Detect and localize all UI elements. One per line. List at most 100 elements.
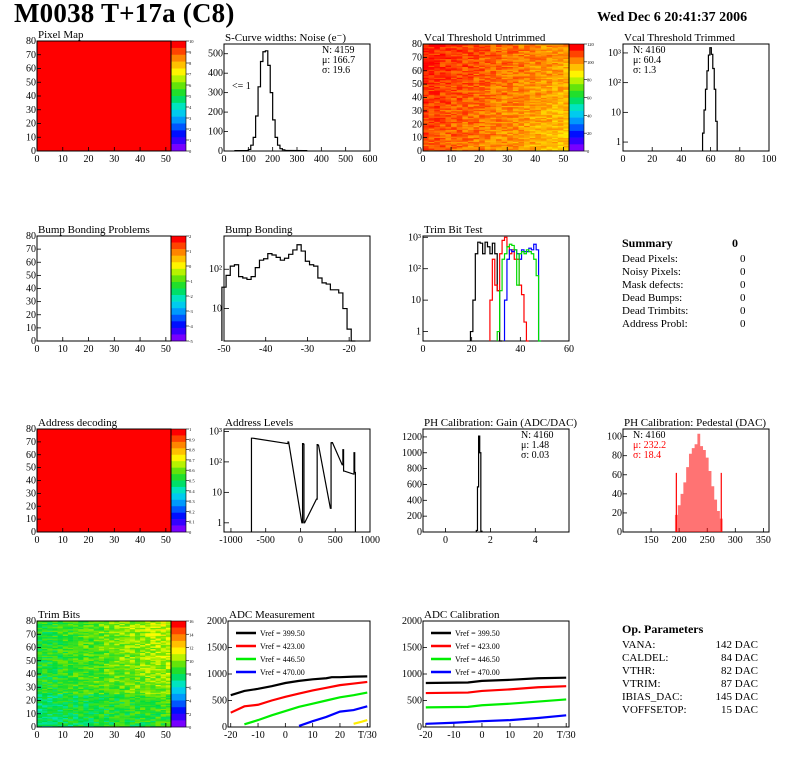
heatmap-cell [57, 648, 64, 651]
heatmap-cell [563, 140, 570, 142]
heatmap-cell [524, 137, 530, 140]
heatmap-cell [507, 70, 514, 73]
heatmap-cell [484, 114, 491, 117]
heatmap-cell [83, 709, 89, 712]
heatmap-cell [93, 632, 100, 635]
heatmap-cell [129, 695, 136, 697]
heatmap-cell [83, 648, 89, 651]
heatmap-cell [124, 688, 131, 691]
heatmap-cell [78, 634, 84, 636]
heatmap-cell [119, 627, 125, 630]
heatmap-cell [496, 78, 502, 81]
heatmap-cell [129, 713, 136, 716]
y-tick-label: 300 [208, 88, 223, 99]
heatmap-cell [557, 122, 564, 125]
heatmap-cell [552, 129, 559, 132]
heatmap-cell [42, 667, 48, 669]
heatmap-cell [484, 109, 491, 112]
heatmap-cell [518, 105, 525, 108]
heatmap-cell [428, 86, 435, 89]
heatmap-cell [445, 118, 452, 121]
heatmap-cell [119, 668, 125, 671]
heatmap-cell [52, 715, 58, 717]
heatmap-cell [473, 84, 480, 86]
heatmap-cell [535, 148, 542, 150]
heatmap-cell [557, 130, 564, 133]
heatmap-cell [496, 62, 502, 65]
heatmap-cell [535, 94, 542, 97]
heatmap-cell [496, 142, 502, 145]
heatmap-cell [78, 700, 84, 703]
heatmap-cell [462, 144, 469, 146]
heatmap-cell [78, 681, 84, 684]
heatmap-cell [518, 114, 525, 117]
heatmap-cell [42, 711, 48, 713]
heatmap-cell [37, 671, 43, 673]
heatmap-cell [52, 655, 58, 658]
heatmap-cell [524, 61, 530, 64]
palette-swatch [171, 262, 186, 270]
heatmap-cell [67, 626, 74, 628]
heatmap-cell [439, 92, 446, 94]
heatmap-cell [445, 77, 452, 80]
heatmap-cell [496, 85, 502, 88]
heatmap-cell [518, 120, 525, 122]
heatmap-cell [73, 667, 79, 669]
palette-tick-label: 1 [189, 427, 191, 432]
heatmap-cell [557, 93, 564, 96]
heatmap-cell [62, 715, 69, 717]
heatmap-cell [37, 719, 43, 721]
heatmap-cell [37, 659, 43, 662]
heatmap-cell [462, 66, 469, 69]
heatmap-cell [129, 711, 136, 713]
heatmap-cell [134, 707, 141, 709]
heatmap-cell [490, 129, 497, 132]
heatmap-cell [462, 94, 469, 97]
heatmap-cell [145, 668, 151, 671]
heatmap-cell [57, 724, 64, 726]
heatmap-cell [439, 146, 446, 149]
heatmap-cell [518, 122, 525, 125]
heatmap-cell [129, 681, 136, 684]
heatmap-cell [145, 695, 151, 697]
heatmap-cell [546, 52, 553, 54]
heatmap-cell [428, 92, 435, 94]
palette-swatch [171, 75, 186, 83]
heatmap-cell [165, 717, 172, 720]
heatmap-cell [484, 72, 491, 74]
heatmap-cell [37, 635, 43, 638]
palette-swatch [171, 123, 186, 131]
heatmap-cell [512, 61, 519, 64]
heatmap-cell [467, 74, 474, 77]
y-tick-label: 600 [407, 479, 422, 490]
heatmap-cell [134, 666, 141, 668]
heatmap-cell [124, 664, 131, 667]
heatmap-cell [428, 85, 435, 88]
heatmap-cell [512, 92, 519, 94]
heatmap-cell [37, 658, 43, 660]
heatmap-cell [47, 642, 53, 644]
heatmap-cell [73, 701, 79, 704]
x-tick-label: 0 [621, 154, 626, 165]
heatmap-cell [439, 68, 446, 70]
heatmap-cell [124, 648, 131, 651]
heatmap-cell [129, 708, 136, 711]
heatmap-cell [150, 646, 156, 648]
heatmap-cell [52, 701, 58, 704]
heatmap-cell [439, 137, 446, 140]
heatmap-cell [140, 719, 146, 721]
heatmap-cell [104, 684, 110, 687]
heatmap-cell [434, 97, 441, 100]
heatmap-cell [552, 145, 559, 148]
heatmap-cell [98, 687, 105, 689]
heatmap-cell [473, 44, 480, 46]
heatmap-cell [67, 650, 74, 652]
heatmap-cell [524, 133, 530, 136]
heatmap-cell [155, 624, 161, 627]
heatmap-cell [73, 683, 79, 685]
heatmap-cell [57, 715, 64, 717]
heatmap-cell [546, 46, 553, 49]
heatmap-cell [501, 98, 508, 101]
heatmap-cell [145, 622, 151, 624]
heatmap-cell [109, 650, 115, 652]
